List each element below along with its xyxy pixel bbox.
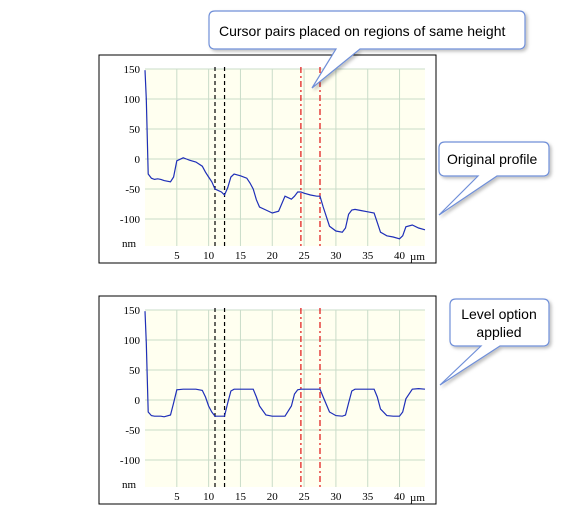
x-unit-label: µm [410, 251, 425, 263]
y-tick-label: 100 [124, 94, 141, 106]
x-tick-label: 35 [362, 491, 374, 503]
y-tick-label: 0 [135, 395, 141, 407]
y-tick-label: -100 [120, 455, 141, 467]
y-tick-labels: 150 100 50 0 -50 -100 [120, 305, 141, 467]
y-unit-label: nm [122, 238, 137, 250]
x-tick-label: 30 [330, 250, 342, 262]
y-tick-label: -50 [125, 184, 140, 196]
x-tick-label: 5 [174, 491, 180, 503]
x-tick-label: 30 [330, 491, 342, 503]
y-tick-label: 150 [124, 64, 141, 76]
y-tick-label: 0 [135, 154, 141, 166]
x-tick-label: 40 [394, 491, 406, 503]
x-tick-label: 25 [299, 491, 311, 503]
callout-level-text-line2: applied [476, 324, 521, 340]
x-tick-labels: 5 10 15 20 25 30 35 40 [174, 491, 405, 503]
x-tick-label: 5 [174, 250, 180, 262]
callout-level-option [439, 298, 550, 386]
x-unit-label: µm [410, 492, 425, 504]
profile-line [144, 311, 426, 418]
y-tick-label: -50 [125, 425, 140, 437]
y-tick-label: 100 [124, 335, 141, 347]
y-unit-label: nm [122, 479, 137, 491]
x-tick-label: 10 [203, 491, 215, 503]
y-tick-label: 50 [129, 365, 141, 377]
x-tick-label: 35 [362, 250, 374, 262]
profile-line [144, 70, 426, 240]
cursor-lines [214, 308, 321, 487]
x-tick-labels: 5 10 15 20 25 30 35 40 [174, 250, 405, 262]
x-tick-label: 15 [235, 250, 247, 262]
callout-cursor-pairs [208, 10, 526, 89]
x-tick-label: 15 [235, 491, 247, 503]
y-tick-label: 150 [124, 305, 141, 317]
callout-cursor-text: Cursor pairs placed on regions of same h… [219, 23, 505, 39]
x-tick-label: 20 [267, 250, 279, 262]
x-tick-label: 40 [394, 250, 406, 262]
x-tick-label: 25 [299, 250, 311, 262]
callout-level-text-line1: Level option [461, 306, 537, 322]
leveled-profile-chart: 150 100 50 0 -50 -100 5 10 15 20 25 30 35 40 nm µm [98, 295, 437, 505]
y-tick-label: 50 [129, 124, 141, 136]
callout-original-profile [438, 141, 550, 216]
grid-lines [145, 309, 425, 487]
cursor-lines [214, 67, 321, 246]
y-tick-label: -100 [120, 214, 141, 226]
original-profile-chart: 150 100 50 0 -50 -100 5 10 15 20 25 30 35 40 nm µm [98, 54, 437, 264]
x-tick-label: 10 [203, 250, 215, 262]
x-tick-label: 20 [267, 491, 279, 503]
y-tick-labels: 150 100 50 0 -50 -100 [120, 64, 141, 226]
grid-lines [145, 68, 425, 246]
callout-original-text: Original profile [447, 151, 537, 167]
